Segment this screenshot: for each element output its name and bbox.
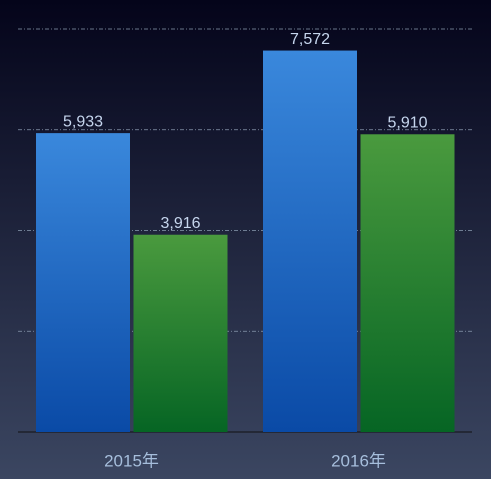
bar — [360, 134, 455, 432]
value-label: 5,910 — [387, 115, 427, 132]
value-label: 3,916 — [160, 215, 200, 232]
value-label: 7,572 — [290, 31, 330, 48]
bar — [36, 133, 130, 432]
bar — [263, 50, 357, 433]
bar — [133, 234, 228, 432]
x-tick-label: 2015年 — [104, 451, 159, 470]
value-label: 5,933 — [63, 113, 103, 130]
x-tick-label: 2016年 — [331, 451, 386, 470]
